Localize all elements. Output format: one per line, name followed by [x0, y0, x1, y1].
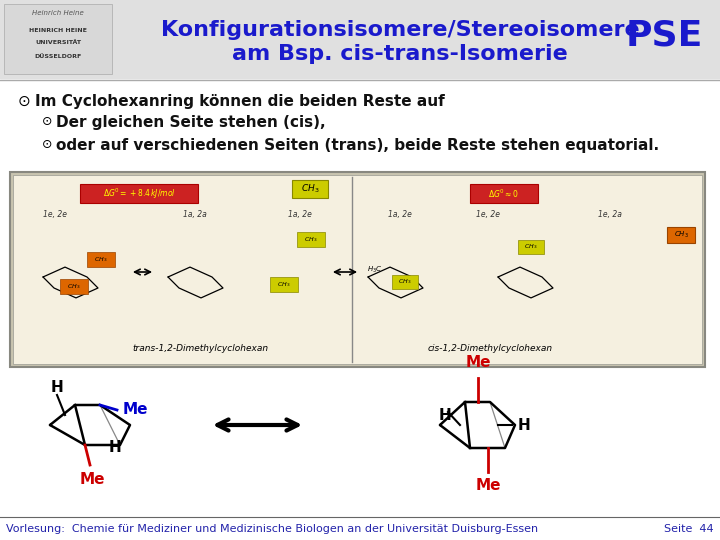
Text: H: H [518, 417, 531, 433]
Text: $CH_3$: $CH_3$ [94, 255, 108, 265]
Text: Vorlesung:  Chemie für Mediziner und Medizinische Biologen an der Universität Du: Vorlesung: Chemie für Mediziner und Medi… [6, 524, 538, 534]
Text: H: H [50, 381, 63, 395]
Text: $CH_3$: $CH_3$ [67, 282, 81, 292]
Text: Me: Me [465, 355, 491, 370]
Bar [10, 172, 705, 367]
Text: $CH_3$: $CH_3$ [524, 242, 538, 252]
Text: 1e, 2e: 1e, 2e [43, 210, 67, 219]
Bar [60, 279, 88, 294]
Bar [270, 277, 298, 292]
Bar [297, 232, 325, 247]
Bar [87, 252, 115, 267]
Text: Im Cyclohexanring können die beiden Reste auf: Im Cyclohexanring können die beiden Rest… [35, 94, 445, 109]
Text: am Bsp. cis-trans-Isomerie: am Bsp. cis-trans-Isomerie [232, 44, 568, 64]
Text: Me: Me [79, 472, 104, 487]
Text: HEINRICH HEINE: HEINRICH HEINE [29, 28, 87, 32]
Bar [518, 240, 544, 254]
Text: oder auf verschiedenen Seiten (trans), beide Reste stehen equatorial.: oder auf verschiedenen Seiten (trans), b… [56, 138, 659, 153]
Bar [4, 4, 112, 74]
Text: ⊙: ⊙ [18, 94, 31, 109]
Text: Der gleichen Seite stehen (cis),: Der gleichen Seite stehen (cis), [56, 115, 325, 130]
Text: trans-1,2-Dimethylcyclohexan: trans-1,2-Dimethylcyclohexan [132, 344, 268, 353]
Text: $CH_3$: $CH_3$ [674, 230, 688, 240]
Text: Konfigurationsisomere/Stereoisomere: Konfigurationsisomere/Stereoisomere [161, 20, 639, 40]
Text: 1a, 2e: 1a, 2e [288, 210, 312, 219]
Text: 1e, 2a: 1e, 2a [598, 210, 622, 219]
Text: 1a, 2a: 1a, 2a [183, 210, 207, 219]
Text: Heinrich Heine: Heinrich Heine [32, 10, 84, 16]
Text: UNIVERSITÄT: UNIVERSITÄT [35, 40, 81, 45]
Bar [667, 227, 695, 243]
Bar [0, 0, 720, 78]
Text: Me: Me [475, 478, 500, 493]
Bar [13, 175, 702, 364]
Text: $CH_3$: $CH_3$ [398, 278, 412, 286]
Text: H: H [438, 408, 451, 422]
Text: $CH_3$: $CH_3$ [305, 235, 318, 245]
Text: 1e, 2e: 1e, 2e [476, 210, 500, 219]
Bar [392, 275, 418, 289]
Text: ⊙: ⊙ [42, 138, 53, 151]
Text: $CH_3$: $CH_3$ [301, 183, 319, 195]
Text: cis-1,2-Dimethylcyclohexan: cis-1,2-Dimethylcyclohexan [428, 344, 552, 353]
Bar [292, 180, 328, 198]
Text: Seite  44: Seite 44 [665, 524, 714, 534]
Text: $CH_3$: $CH_3$ [277, 281, 291, 289]
Text: H: H [109, 441, 122, 456]
Text: $H_3C$: $H_3C$ [367, 265, 383, 275]
Text: 1a, 2e: 1a, 2e [388, 210, 412, 219]
Text: DÜSSELDORF: DÜSSELDORF [35, 53, 81, 58]
Text: $\Delta G^0 = +8.4\,kJ/mol$: $\Delta G^0 = +8.4\,kJ/mol$ [102, 186, 176, 201]
Text: Me: Me [123, 402, 148, 417]
Text: PSE: PSE [626, 18, 703, 52]
Text: ⊙: ⊙ [42, 115, 53, 128]
Bar [470, 184, 538, 203]
Bar [80, 184, 198, 203]
Text: $\Delta G^0 \approx 0$: $\Delta G^0 \approx 0$ [488, 187, 520, 200]
